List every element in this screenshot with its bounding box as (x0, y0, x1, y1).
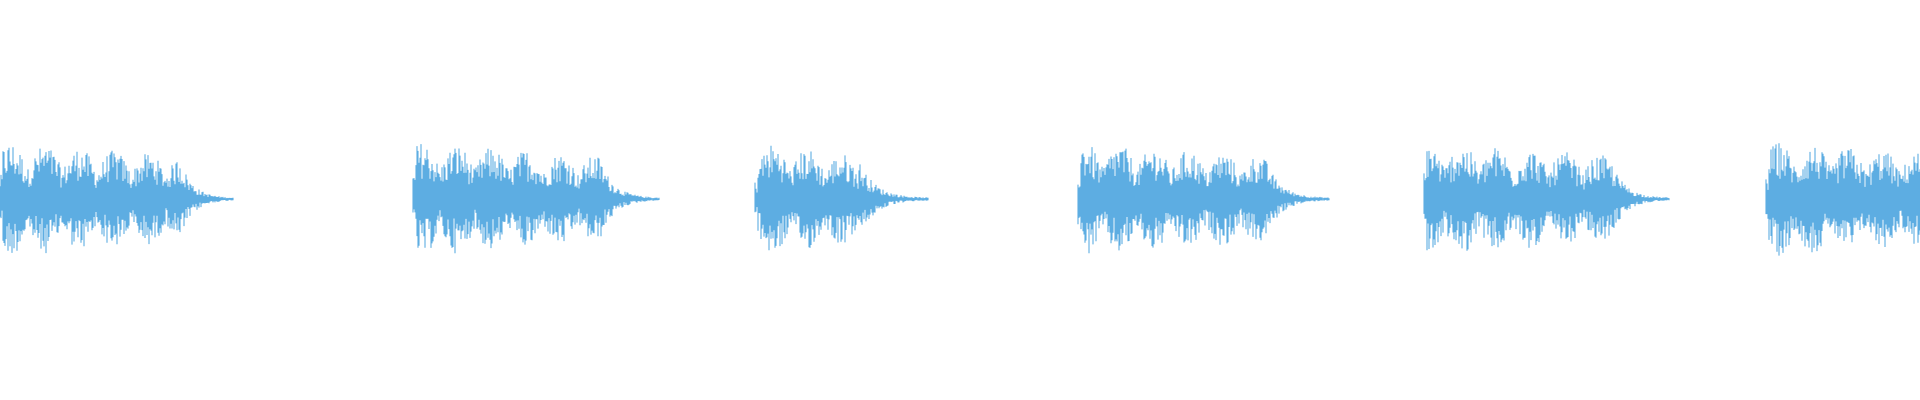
audio-clip-waveform (1077, 147, 1330, 254)
audio-clip-waveform (754, 145, 929, 251)
audio-clip-waveform (1423, 148, 1670, 251)
audio-clip-waveform (0, 147, 234, 254)
audio-clip-waveform (412, 144, 660, 254)
audio-clip-waveform (1765, 143, 1920, 256)
